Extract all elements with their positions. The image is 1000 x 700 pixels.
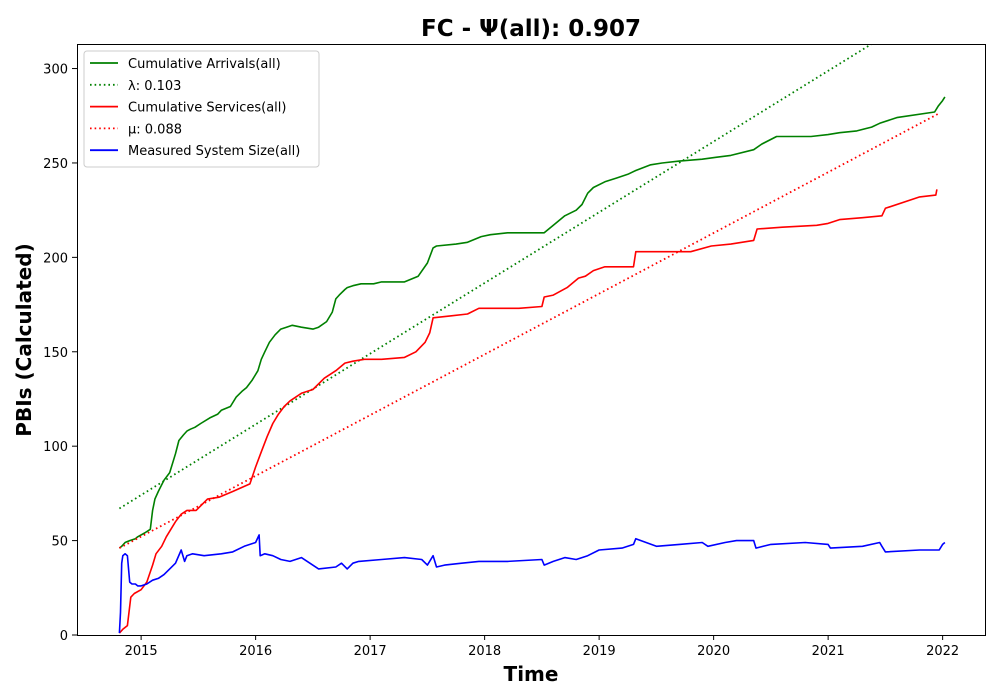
x-tick-label: 2015 bbox=[125, 644, 158, 659]
y-axis-label: PBIs (Calculated) bbox=[12, 243, 36, 436]
legend-box bbox=[83, 50, 320, 168]
x-tick-label: 2019 bbox=[583, 644, 616, 659]
legend-label: μ: 0.088 bbox=[128, 122, 182, 137]
series-line-lambda bbox=[118, 44, 873, 510]
y-tick-label: 50 bbox=[51, 535, 68, 550]
y-tick-label: 200 bbox=[43, 251, 68, 266]
x-tick-label: 2021 bbox=[812, 644, 845, 659]
x-axis: 2015 2016 2017 2018 2019 2020 2021 2022 bbox=[125, 635, 959, 659]
y-tick-label: 300 bbox=[43, 63, 68, 78]
y-tick-label: 0 bbox=[60, 629, 68, 644]
chart-title: FC - Ψ(all): 0.907 bbox=[421, 16, 641, 42]
legend-label: Cumulative Arrivals(all) bbox=[128, 57, 281, 72]
y-tick-label: 100 bbox=[43, 440, 68, 455]
plot-frame bbox=[77, 44, 986, 636]
x-tick-label: 2020 bbox=[697, 644, 730, 659]
y-axis: 0 50 100 150 200 250 300 bbox=[43, 63, 77, 644]
series-line-cumulative-arrivals-all bbox=[118, 96, 946, 549]
series-line-measured-system-size-all bbox=[118, 534, 946, 634]
x-tick-label: 2017 bbox=[354, 644, 387, 659]
y-tick-label: 150 bbox=[43, 346, 68, 361]
x-axis-label: Time bbox=[504, 662, 559, 686]
series-layer bbox=[118, 44, 946, 634]
legend: Cumulative Arrivals(all) λ: 0.103 Cumulati… bbox=[83, 50, 320, 168]
x-tick-label: 2018 bbox=[468, 644, 501, 659]
series-line-cumulative-services-all bbox=[118, 189, 938, 634]
legend-label: λ: 0.103 bbox=[128, 79, 181, 94]
x-tick-label: 2022 bbox=[926, 644, 959, 659]
legend-label: Measured System Size(all) bbox=[128, 144, 300, 159]
y-tick-label: 250 bbox=[43, 157, 68, 172]
x-tick-label: 2016 bbox=[239, 644, 272, 659]
legend-label: Cumulative Services(all) bbox=[128, 101, 286, 116]
